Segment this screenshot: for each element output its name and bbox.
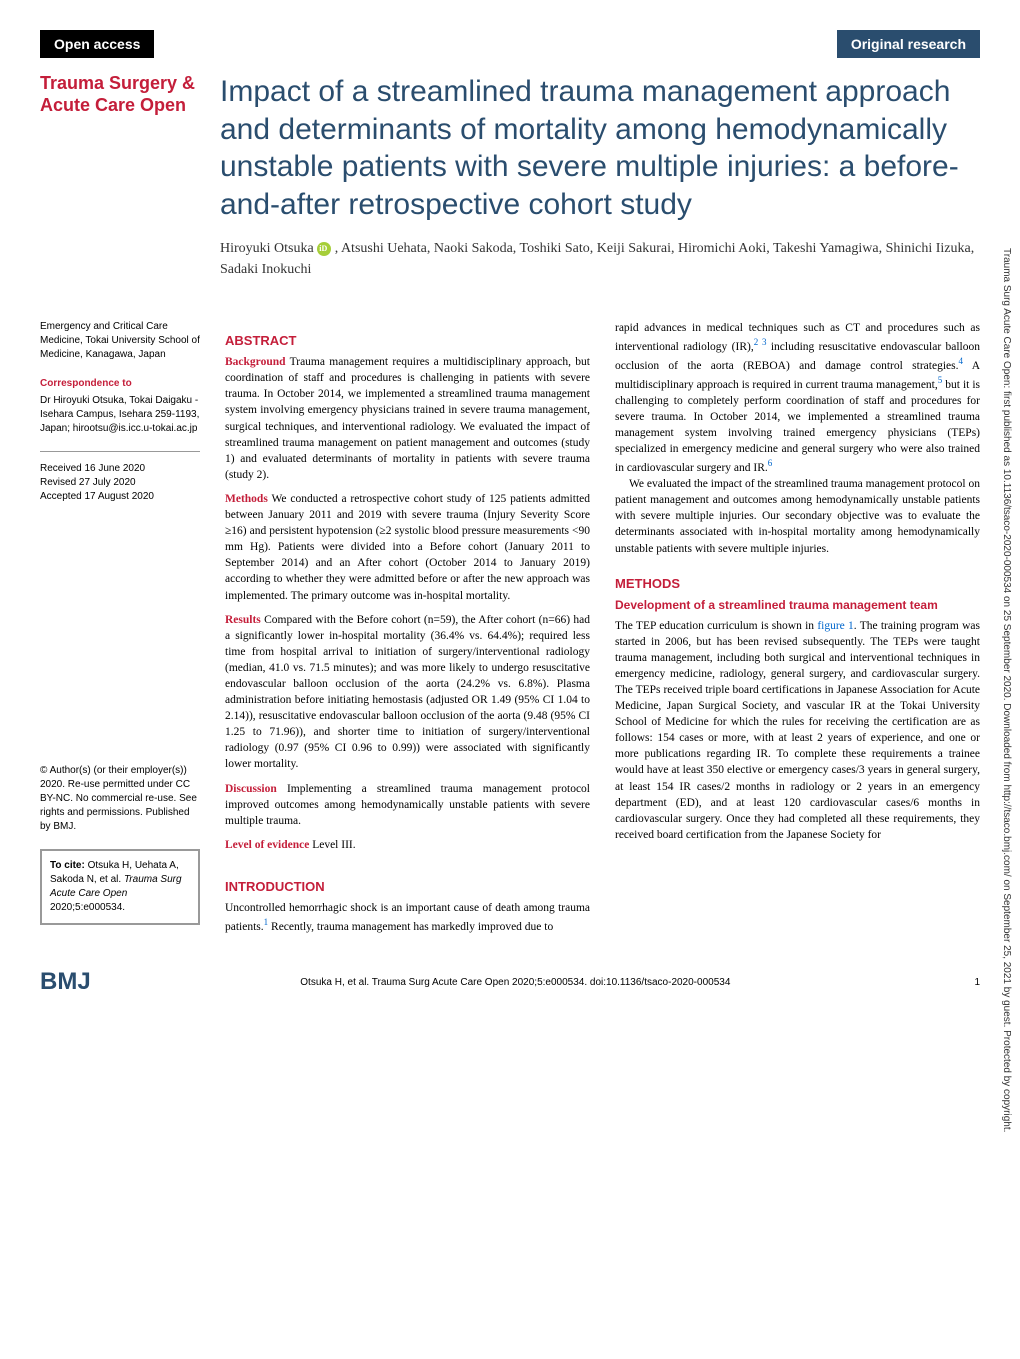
level-text: Level III. xyxy=(309,839,355,851)
bmj-logo: BMJ xyxy=(40,968,91,996)
methods-label: Methods xyxy=(225,493,268,505)
intro-p1-b: Recently, trauma management has markedly… xyxy=(268,921,553,933)
development-subheading: Development of a streamlined trauma mana… xyxy=(615,597,980,614)
intro-paragraph-1: Uncontrolled hemorrhagic shock is an imp… xyxy=(225,900,590,935)
original-research-badge: Original research xyxy=(837,30,980,58)
background-text: Trauma management requires a multidiscip… xyxy=(225,356,590,481)
citation-box: To cite: Otsuka H, Uehata A, Sakoda N, e… xyxy=(40,849,200,925)
figure-1-ref: figure 1 xyxy=(817,620,853,632)
page-footer: BMJ Otsuka H, et al. Trauma Surg Acute C… xyxy=(40,960,980,996)
left-column: Emergency and Critical Care Medicine, To… xyxy=(40,320,200,935)
abstract-heading: ABSTRACT xyxy=(225,332,590,350)
journal-name: Trauma Surgery & Acute Care Open xyxy=(40,73,200,116)
right-p1: rapid advances in medical techniques suc… xyxy=(615,320,980,476)
page-container: Open access Original research Trauma Sur… xyxy=(0,0,1020,1016)
middle-column: ABSTRACT Background Trauma management re… xyxy=(225,320,590,935)
cite-label: To cite: xyxy=(50,860,88,871)
author-text-1: Hiroyuki Otsuka xyxy=(220,241,317,256)
footer-citation: Otsuka H, et al. Trauma Surg Acute Care … xyxy=(91,977,940,988)
author-list: Hiroyuki Otsuka , Atsushi Uehata, Naoki … xyxy=(220,238,980,280)
abstract-discussion: Discussion Implementing a streamlined tr… xyxy=(225,781,590,829)
main-content: Emergency and Critical Care Medicine, To… xyxy=(40,320,980,935)
abstract-level: Level of evidence Level III. xyxy=(225,837,590,853)
right-p1-d: but it is challenging to completely perf… xyxy=(615,379,980,474)
copyright-text: © Author(s) (or their employer(s)) 2020.… xyxy=(40,764,200,834)
header-left: Trauma Surgery & Acute Care Open xyxy=(40,73,200,124)
affiliation: Emergency and Critical Care Medicine, To… xyxy=(40,320,200,362)
ref-2-3: 2 3 xyxy=(754,337,767,347)
abstract-results: Results Compared with the Before cohort … xyxy=(225,612,590,773)
ref-6: 6 xyxy=(768,458,773,468)
header-row: Trauma Surgery & Acute Care Open Impact … xyxy=(40,73,980,300)
correspondence-text: Dr Hiroyuki Otsuka, Tokai Daigaku - Iseh… xyxy=(40,394,200,436)
level-label: Level of evidence xyxy=(225,839,309,851)
article-title: Impact of a streamlined trauma managemen… xyxy=(220,73,980,223)
methods-text: We conducted a retrospective cohort stud… xyxy=(225,493,590,602)
results-text: Compared with the Before cohort (n=59), … xyxy=(225,614,590,771)
abstract-methods: Methods We conducted a retrospective coh… xyxy=(225,491,590,604)
title-block: Impact of a streamlined trauma managemen… xyxy=(220,73,980,300)
right-p2: We evaluated the impact of the streamlin… xyxy=(615,476,980,556)
author-text-2: , Atsushi Uehata, Naoki Sakoda, Toshiki … xyxy=(220,241,974,277)
abstract-background: Background Trauma management requires a … xyxy=(225,354,590,483)
article-dates: Received 16 June 2020 Revised 27 July 20… xyxy=(40,451,200,504)
introduction-heading: INTRODUCTION xyxy=(225,878,590,896)
methods-p1: The TEP education curriculum is shown in… xyxy=(615,618,980,843)
methods-heading: METHODS xyxy=(615,575,980,593)
open-access-badge: Open access xyxy=(40,30,154,58)
cite-ref: 2020;5:e000534. xyxy=(50,902,125,913)
discussion-text: Implementing a streamlined trauma manage… xyxy=(225,783,590,827)
right-column: rapid advances in medical techniques suc… xyxy=(615,320,980,935)
results-label: Results xyxy=(225,614,261,626)
methods-p1-a: The TEP education curriculum is shown in xyxy=(615,620,817,632)
discussion-label: Discussion xyxy=(225,783,277,795)
top-bar: Open access Original research xyxy=(40,30,980,58)
correspondence-heading: Correspondence to xyxy=(40,377,200,391)
page-number: 1 xyxy=(940,977,980,988)
methods-p1-b: . The training program was started in 20… xyxy=(615,620,980,841)
orcid-icon xyxy=(317,242,331,256)
background-label: Background xyxy=(225,356,286,368)
